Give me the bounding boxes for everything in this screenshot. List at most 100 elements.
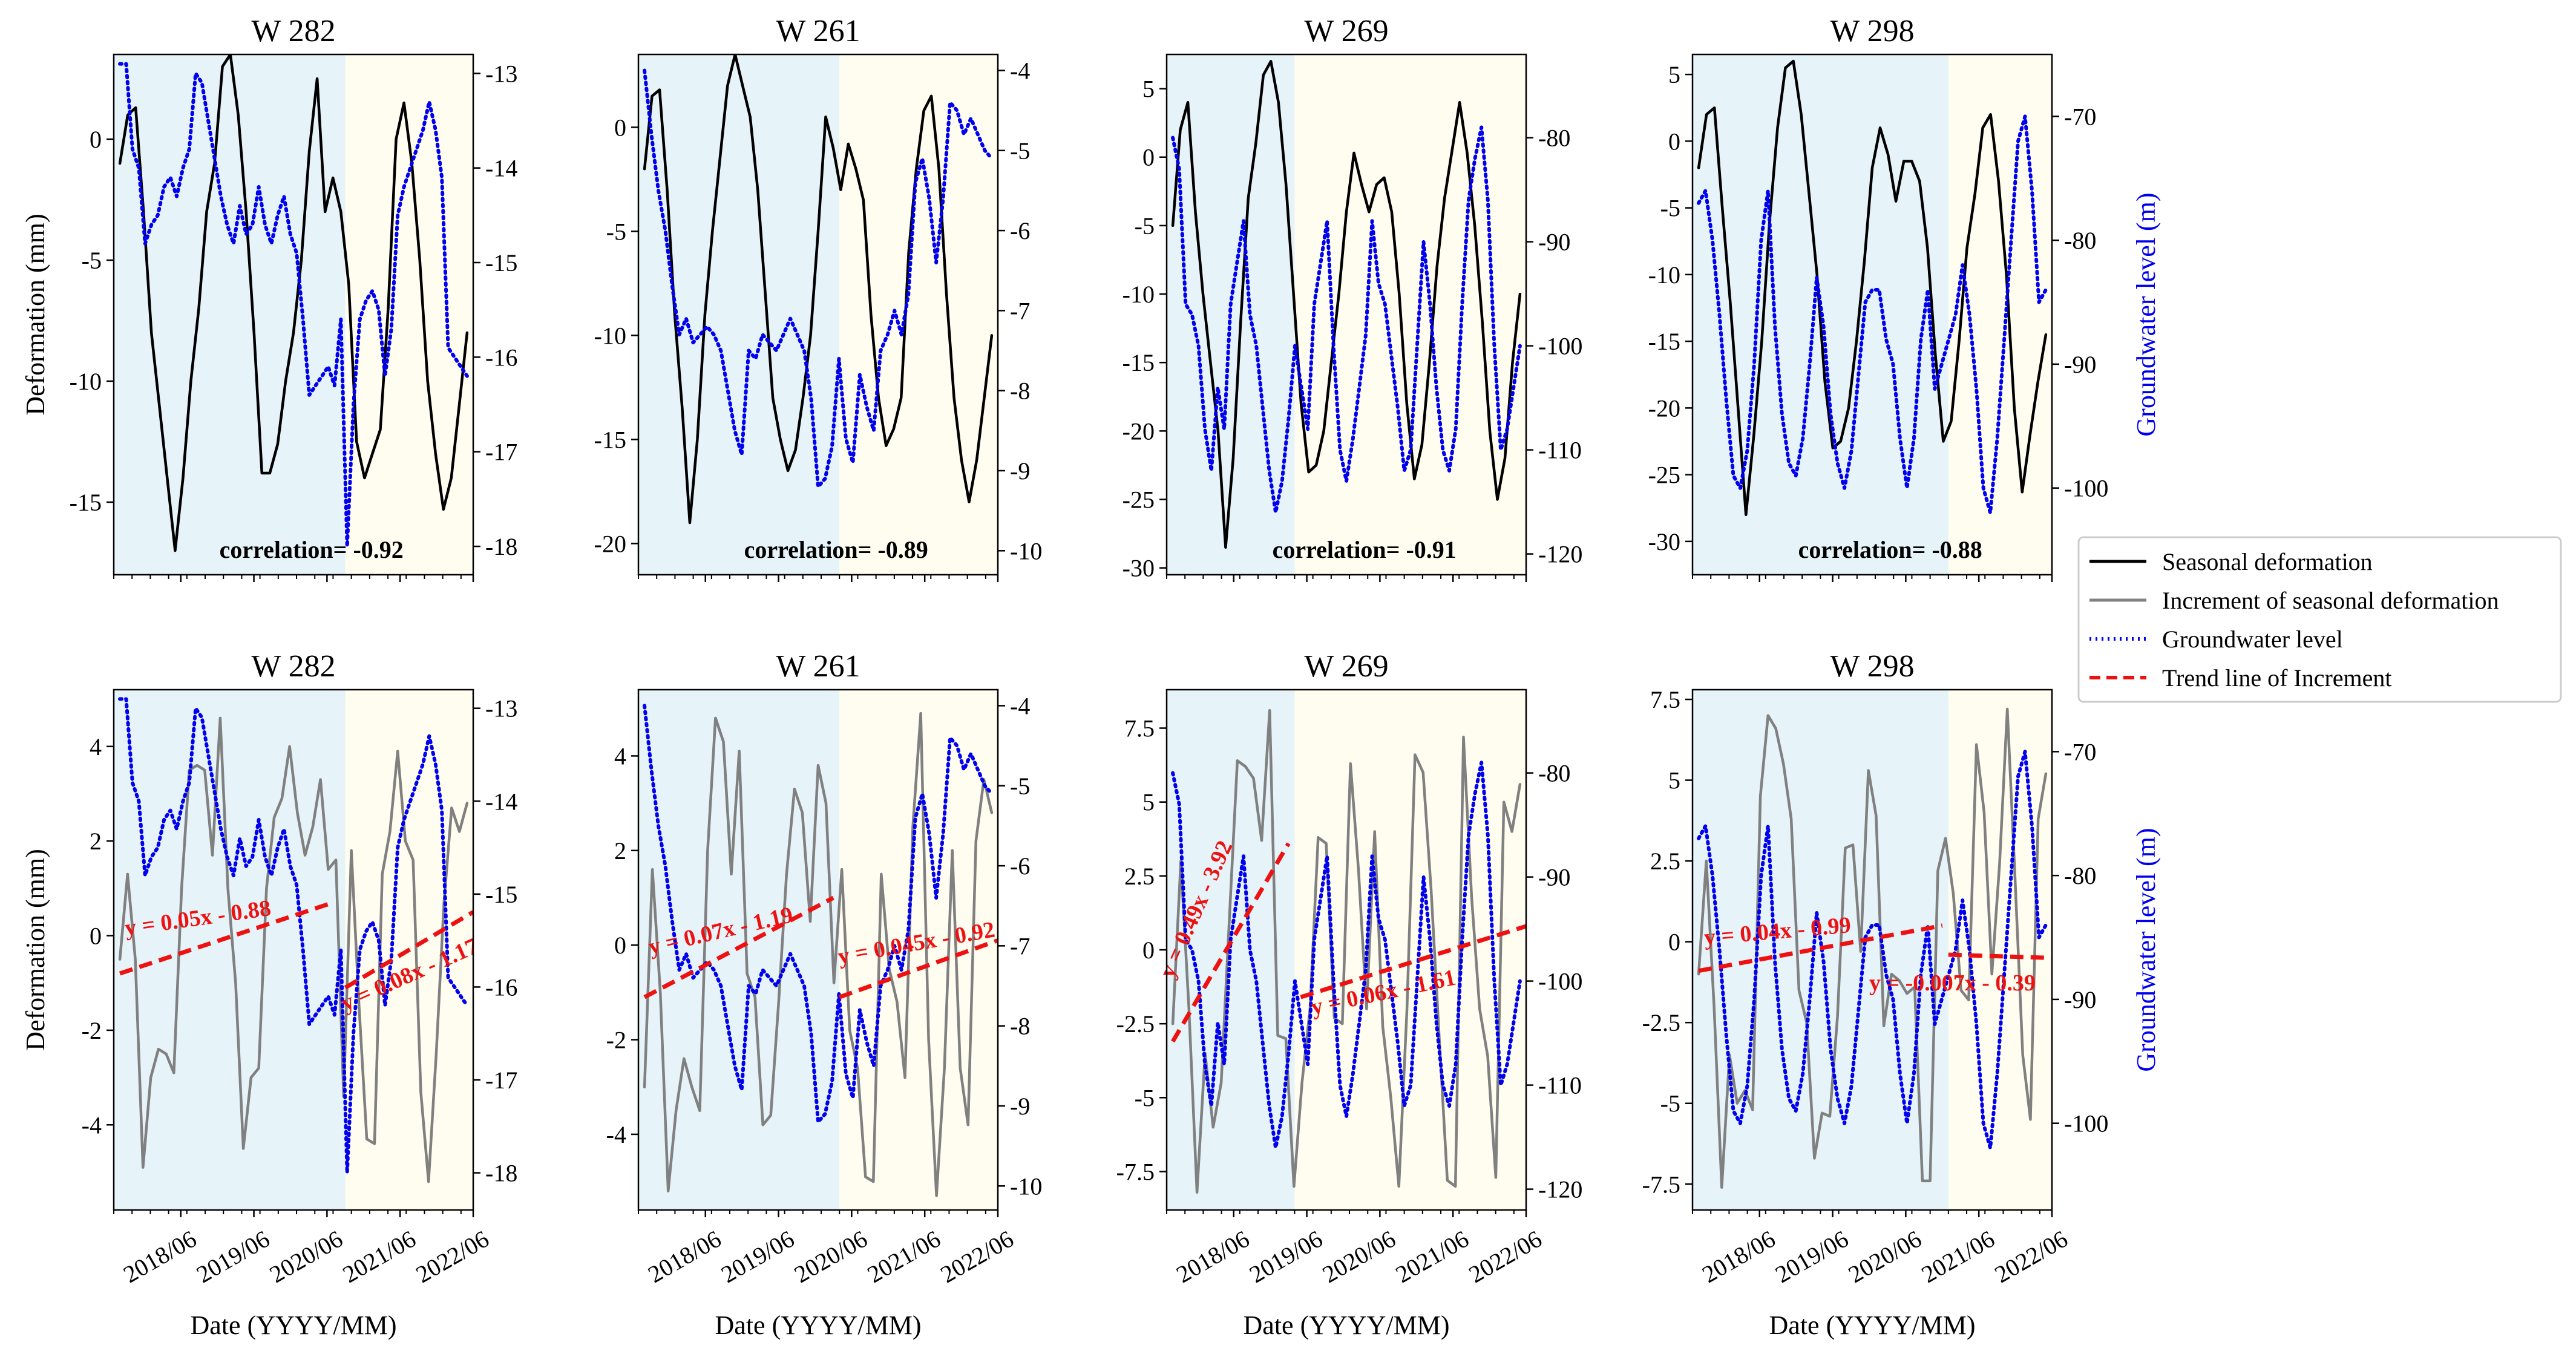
ytick-label: -10 bbox=[70, 368, 102, 395]
period-band-2 bbox=[839, 690, 998, 1210]
ytick-label: 0 bbox=[90, 923, 102, 950]
xtick-label: 2019/06 bbox=[1771, 1225, 1853, 1289]
ytick-label: -30 bbox=[1122, 555, 1155, 582]
xtick-label: 2019/06 bbox=[192, 1225, 274, 1289]
ytick-label: -2.5 bbox=[1642, 1009, 1680, 1036]
series-seasonal-deformation bbox=[118, 54, 469, 552]
ytick-label: -10 bbox=[1122, 281, 1155, 308]
y2tick-label: -4 bbox=[1010, 57, 1030, 84]
legend-item-label: Seasonal deformation bbox=[2162, 548, 2373, 575]
y2tick-label: -14 bbox=[485, 788, 517, 815]
ytick-label: -30 bbox=[1648, 528, 1680, 555]
y2tick-label: -10 bbox=[1010, 1172, 1042, 1200]
plot-area bbox=[1697, 707, 2052, 1189]
plot-area bbox=[118, 697, 473, 1183]
ytick-label: 0 bbox=[1668, 929, 1680, 956]
plot-area bbox=[643, 704, 998, 1197]
legend-item-label: Increment of seasonal deformation bbox=[2162, 587, 2499, 614]
axes-frame bbox=[1691, 688, 2053, 1211]
series-increment-of-seasonal-deformation bbox=[1171, 708, 1522, 1194]
plot-area bbox=[1697, 59, 2048, 517]
xtick-label: 2020/06 bbox=[790, 1225, 872, 1289]
axes-frame bbox=[1165, 53, 1527, 576]
y2tick-label: -8 bbox=[1010, 1013, 1030, 1040]
panel-title: W 298 bbox=[1830, 14, 1914, 48]
period-band-2 bbox=[1948, 690, 2052, 1210]
y2tick-label: -100 bbox=[2064, 475, 2108, 502]
ytick-label: -20 bbox=[1122, 417, 1155, 445]
ytick-label: 4 bbox=[90, 733, 102, 760]
panel-8: y = 0.04x - 0.99y = -0.007x - 0.397.552.… bbox=[1642, 649, 2161, 1340]
ytick-label: -5 bbox=[1135, 1084, 1155, 1111]
ytick-label: 0 bbox=[1142, 144, 1155, 171]
ytick-label: 5 bbox=[1668, 61, 1680, 88]
period-band-1 bbox=[638, 54, 840, 575]
series-seasonal-deformation bbox=[1171, 60, 1522, 549]
ytick-label: -5 bbox=[1660, 1090, 1680, 1117]
ytick-label: 7.5 bbox=[1650, 686, 1680, 713]
y2tick-label: -4 bbox=[1010, 692, 1030, 719]
y2tick-label: -13 bbox=[485, 695, 517, 722]
ytick-label: 0 bbox=[614, 932, 626, 959]
xtick-label: 2021/06 bbox=[1391, 1225, 1473, 1289]
y2tick-label: -18 bbox=[485, 1160, 517, 1187]
trend-line-2 bbox=[1300, 924, 1526, 999]
x-axis-label: Date (YYYY/MM) bbox=[1244, 1310, 1450, 1340]
series-groundwater-level bbox=[1171, 125, 1522, 514]
plot-area bbox=[118, 54, 469, 552]
x-axis-label: Date (YYYY/MM) bbox=[1769, 1310, 1976, 1340]
xtick-label: 2022/06 bbox=[1464, 1225, 1546, 1289]
panel-title: W 269 bbox=[1304, 14, 1388, 48]
y2-axis-label: Groundwater level (m) bbox=[2131, 192, 2161, 436]
xtick-label: 2021/06 bbox=[863, 1225, 945, 1289]
legend-item-label: Trend line of Increment bbox=[2162, 664, 2392, 692]
legend-item-label: Groundwater level bbox=[2162, 626, 2343, 653]
y2tick-label: -90 bbox=[1538, 229, 1570, 256]
trend-line-2 bbox=[1948, 952, 2052, 960]
ytick-label: 0 bbox=[90, 126, 102, 153]
y2tick-label: -15 bbox=[485, 249, 517, 276]
ytick-label: 5 bbox=[1142, 789, 1155, 816]
ytick-label: -4 bbox=[606, 1121, 626, 1148]
series-groundwater-level bbox=[1697, 114, 2048, 515]
ytick-label: 7.5 bbox=[1124, 715, 1155, 742]
y2tick-label: -70 bbox=[2064, 738, 2096, 765]
y2tick-label: -100 bbox=[2064, 1110, 2108, 1137]
ytick-label: 2 bbox=[90, 828, 102, 855]
xtick-label: 2018/06 bbox=[643, 1225, 726, 1289]
y2tick-label: -10 bbox=[1010, 537, 1042, 564]
panel-title: W 282 bbox=[251, 14, 335, 48]
y2tick-label: -6 bbox=[1010, 852, 1030, 880]
xtick-label: 2020/06 bbox=[1318, 1225, 1400, 1289]
y2-axis-label: Groundwater level (m) bbox=[2131, 828, 2161, 1071]
trend-line-1 bbox=[119, 900, 334, 976]
xtick-label: 2022/06 bbox=[936, 1225, 1018, 1289]
xtick-label: 2021/06 bbox=[338, 1225, 421, 1289]
ytick-label: -2 bbox=[606, 1027, 626, 1054]
series-increment-of-seasonal-deformation bbox=[643, 711, 994, 1197]
y2tick-label: -80 bbox=[2064, 227, 2096, 254]
trend-line-2 bbox=[344, 910, 473, 990]
plot-area bbox=[1171, 708, 1526, 1194]
xtick-label: 2018/06 bbox=[119, 1225, 201, 1289]
xtick-label: 2018/06 bbox=[1697, 1225, 1780, 1289]
xtick-label: 2019/06 bbox=[1245, 1225, 1327, 1289]
ytick-label: -10 bbox=[594, 322, 626, 349]
y2tick-label: -110 bbox=[1538, 1072, 1582, 1099]
ytick-label: 0 bbox=[1668, 128, 1680, 155]
series-groundwater-level bbox=[1171, 760, 1522, 1149]
legend: Seasonal deformation Increment of seasona… bbox=[2077, 536, 2562, 703]
ytick-label: 5 bbox=[1668, 767, 1680, 794]
xtick-label: 2020/06 bbox=[1844, 1225, 1926, 1289]
ytick-label: -15 bbox=[594, 426, 626, 453]
y2tick-label: -7 bbox=[1010, 297, 1030, 324]
ytick-label: -20 bbox=[1648, 394, 1680, 422]
correlation-annotation: correlation= -0.91 bbox=[1273, 536, 1457, 563]
axes-frame bbox=[113, 53, 474, 576]
y2tick-label: -9 bbox=[1010, 1093, 1030, 1120]
series-seasonal-deformation bbox=[1697, 59, 2048, 517]
ytick-label: -15 bbox=[70, 489, 102, 516]
ytick-label: 5 bbox=[1142, 76, 1155, 103]
panel-1: 0 -5 -10 -15 -13 -14 -15 -16 -17 -18 W 282 correlat… bbox=[21, 14, 517, 582]
xtick-label: 2022/06 bbox=[411, 1225, 493, 1289]
